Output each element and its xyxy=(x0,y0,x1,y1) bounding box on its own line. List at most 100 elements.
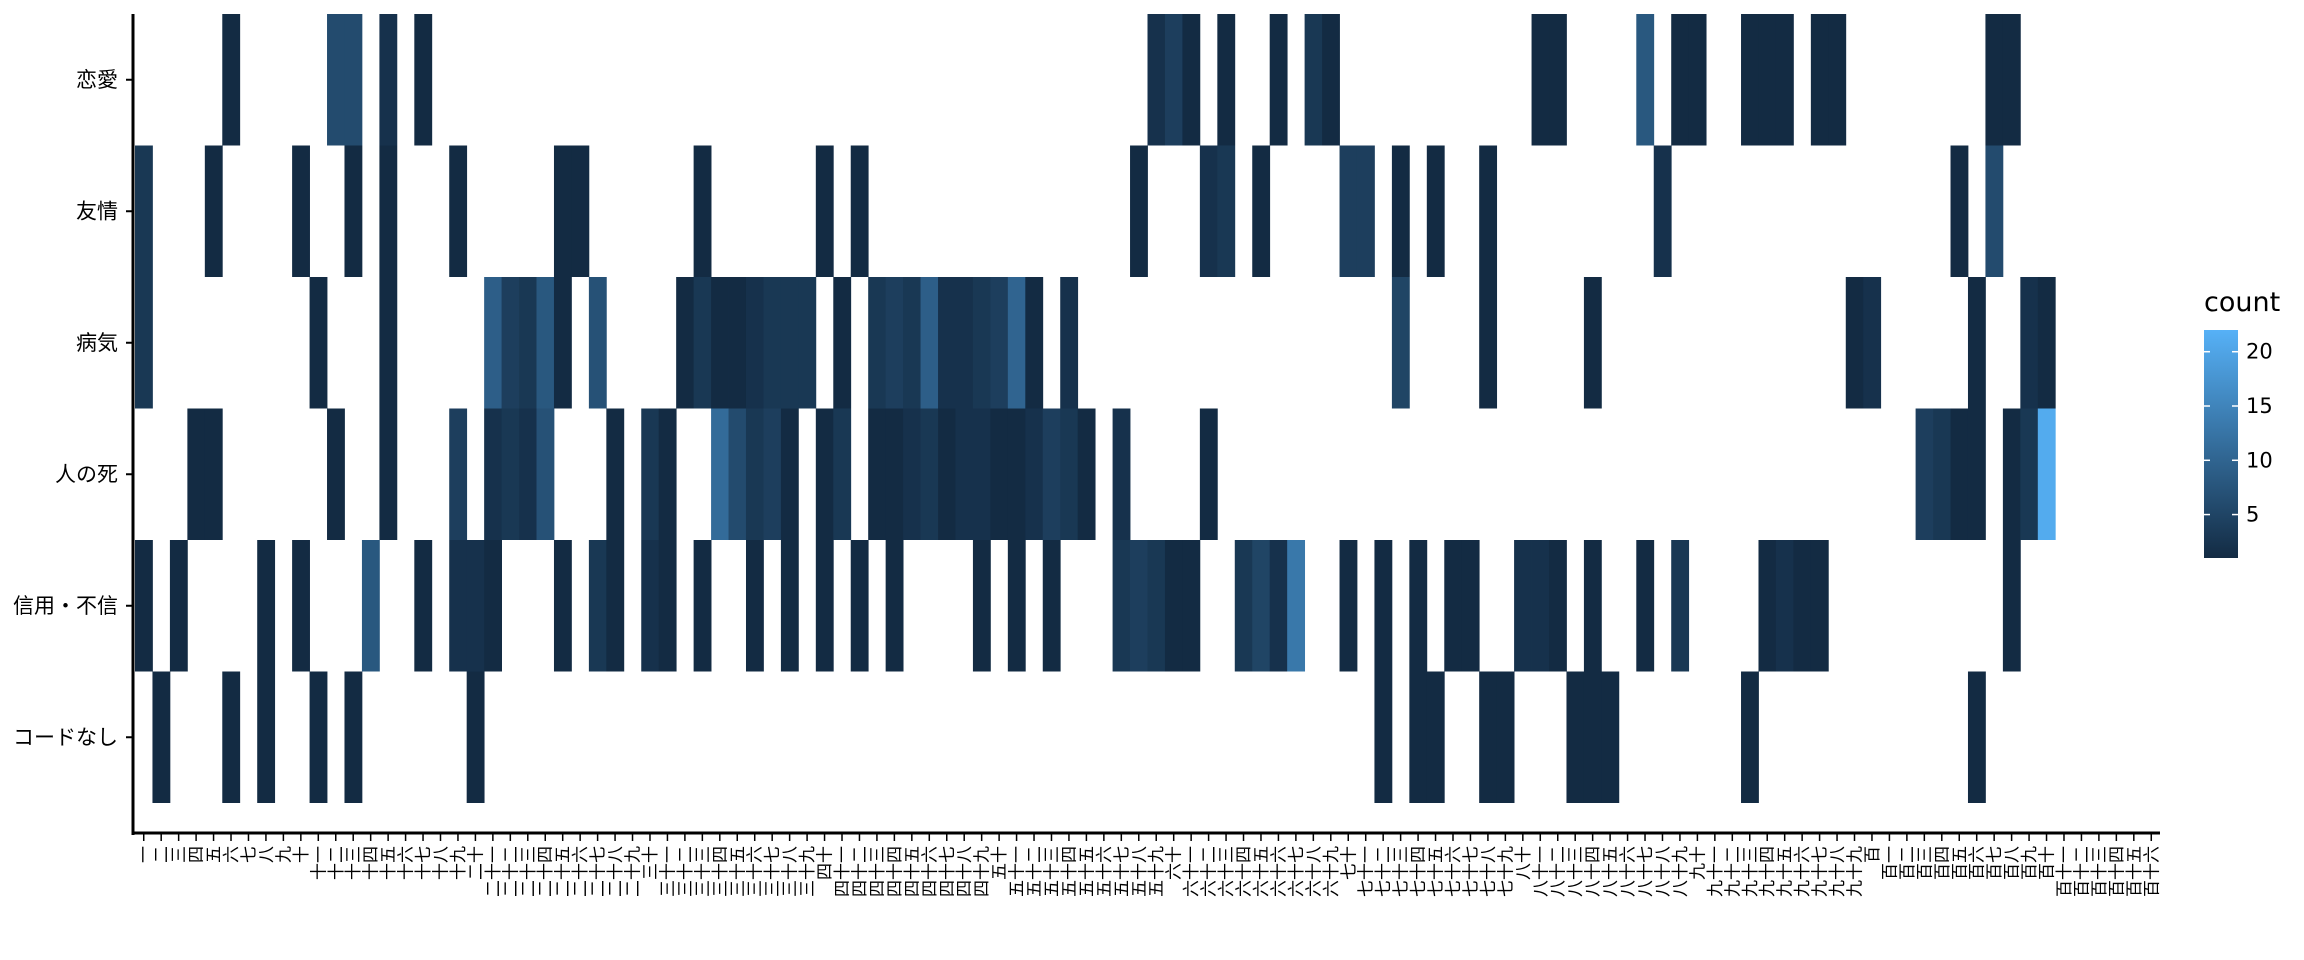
heatmap-cell xyxy=(1444,540,1463,672)
heatmap-cell xyxy=(990,277,1009,409)
heatmap-cell xyxy=(553,145,572,277)
x-tick-label: 八十八 xyxy=(1653,846,1673,897)
heatmap-cell xyxy=(955,408,974,540)
x-tick-label: 六十四 xyxy=(1235,846,1255,897)
heatmap-cell xyxy=(1269,14,1288,146)
heatmap-cell xyxy=(327,408,345,540)
heatmap-cell xyxy=(588,277,607,409)
heatmap-cell xyxy=(1374,671,1393,803)
x-tick-label: 四十五 xyxy=(903,846,923,897)
heatmap-cell xyxy=(1531,540,1550,672)
heatmap-cell xyxy=(798,277,817,409)
heatmap-cell xyxy=(1409,671,1428,803)
heatmap-cell xyxy=(1461,540,1480,672)
x-tick-label: 九十一 xyxy=(1706,846,1726,897)
x-tick-label: 七十四 xyxy=(1409,846,1429,897)
heatmap-cell xyxy=(972,277,991,409)
heatmap-cell xyxy=(938,277,956,409)
x-tick-label: 二 xyxy=(152,846,172,863)
heatmap-cell xyxy=(693,540,712,672)
heatmap-cell xyxy=(1025,277,1044,409)
heatmap-cell xyxy=(1077,408,1096,540)
heatmap-cell xyxy=(1479,277,1498,409)
heatmap-cell xyxy=(1653,145,1672,277)
heatmap-cell xyxy=(501,408,520,540)
heatmap-cell xyxy=(1985,14,2004,146)
heatmap-cell xyxy=(972,408,991,540)
heatmap-cell xyxy=(1007,408,1026,540)
heatmap-cell xyxy=(1793,540,1812,672)
heatmap-cell xyxy=(1252,540,1271,672)
x-tick-label: 六十八 xyxy=(1304,846,1324,897)
heatmap-cell xyxy=(361,540,380,672)
x-tick-label: 二十六 xyxy=(571,846,591,897)
x-tick-label: 七十一 xyxy=(1357,846,1377,897)
x-tick-label: 八十九 xyxy=(1671,846,1691,897)
x-tick-label: 百十五 xyxy=(2125,846,2145,897)
heatmap-cell xyxy=(1741,14,1759,146)
heatmap-cell xyxy=(1566,671,1585,803)
color-legend: count 5 10 15 20 xyxy=(2204,287,2280,558)
x-tick-label: 三十六 xyxy=(746,846,766,897)
heatmap-cell xyxy=(2037,408,2056,540)
heatmap-cell xyxy=(1985,145,2004,277)
legend-tick-label: 10 xyxy=(2246,448,2273,472)
heatmap-cell xyxy=(1583,671,1602,803)
heatmap-cell xyxy=(169,540,188,672)
x-tick-label: 六十一 xyxy=(1182,846,1202,897)
x-tick-label: 百一 xyxy=(1880,846,1900,880)
x-tick-label: 八十四 xyxy=(1584,846,1604,897)
heatmap-cell xyxy=(1060,277,1079,409)
heatmap-cell xyxy=(815,408,834,540)
heatmap-cell xyxy=(903,408,921,540)
heatmap-cell xyxy=(1950,145,1969,277)
heatmap-cell xyxy=(1391,145,1410,277)
x-tick-label: 五十七 xyxy=(1112,846,1132,897)
heatmap-cell xyxy=(292,145,310,277)
x-tick-label: 九 xyxy=(274,846,294,863)
heatmap-cell xyxy=(449,145,468,277)
heatmap-cell xyxy=(833,277,852,409)
x-tick-label: 三十七 xyxy=(763,846,783,897)
heatmap-cell xyxy=(728,408,747,540)
heatmap-cell xyxy=(1112,540,1131,672)
x-tick-label: 三十五 xyxy=(728,846,748,897)
heatmap-cell xyxy=(711,277,729,409)
heatmap-cell xyxy=(1967,408,1986,540)
heatmap-cell xyxy=(2020,277,2039,409)
x-tick-label: 二十一 xyxy=(484,846,504,897)
heatmap-cell xyxy=(222,14,241,146)
heatmap-cell xyxy=(745,277,764,409)
heatmap-cell xyxy=(815,540,834,672)
heatmap-cell xyxy=(344,671,363,803)
heatmap-cell xyxy=(449,408,468,540)
x-tick-label: 六十九 xyxy=(1322,846,1342,897)
heatmap-cell xyxy=(1426,145,1445,277)
heatmap-cell xyxy=(204,408,223,540)
x-tick-label: 十七 xyxy=(414,846,434,880)
x-tick-label: 四 xyxy=(187,846,207,863)
heatmap-cell xyxy=(815,145,834,277)
heatmap-cell xyxy=(536,277,555,409)
heatmap-cell xyxy=(204,145,223,277)
heatmap-cell xyxy=(1322,14,1340,146)
heatmap-cell xyxy=(2002,540,2021,672)
x-tick-label: 百三 xyxy=(1915,846,1935,880)
x-tick-label: 五十四 xyxy=(1060,846,1080,897)
x-tick-label: 十六 xyxy=(397,846,417,880)
heatmap-cell xyxy=(2037,277,2056,409)
heatmap-cell xyxy=(1042,408,1061,540)
heatmap-cell xyxy=(1479,145,1498,277)
x-tick-label: 十五 xyxy=(379,846,399,880)
x-tick-label: 百七 xyxy=(1985,846,2005,880)
heatmap-cell xyxy=(1217,145,1236,277)
x-tick-label: 九十八 xyxy=(1828,846,1848,897)
heatmap-cell xyxy=(1007,277,1026,409)
heatmap-cell xyxy=(257,540,276,672)
heatmap-cell xyxy=(606,540,625,672)
x-tick-label: 九十六 xyxy=(1793,846,1813,897)
heatmap-cell xyxy=(1688,14,1707,146)
x-tick-label: 九十二 xyxy=(1723,846,1743,897)
x-tick-label: 十四 xyxy=(362,846,382,880)
x-tick-label: 七十九 xyxy=(1496,846,1516,897)
